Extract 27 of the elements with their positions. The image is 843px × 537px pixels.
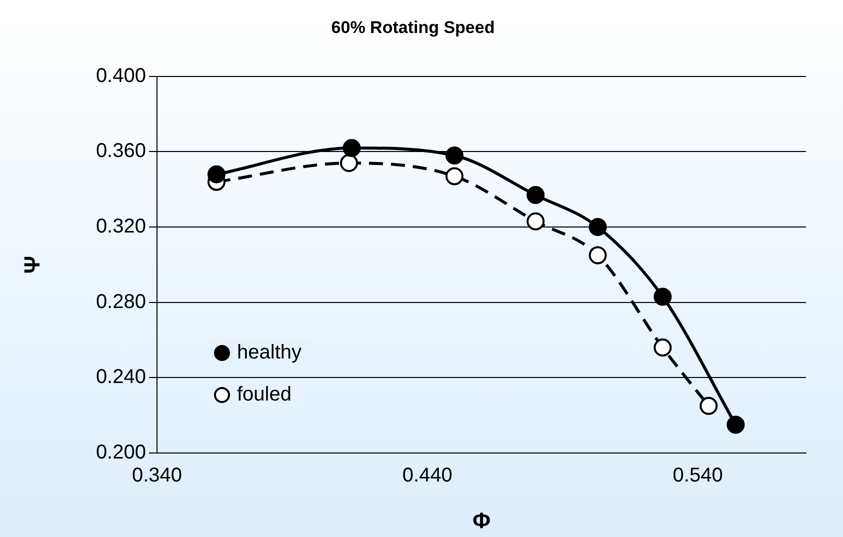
- point: [654, 288, 672, 306]
- point: [342, 138, 361, 157]
- point: [207, 165, 226, 184]
- x-tick-label: 0.540: [672, 464, 723, 487]
- x-tick-label: 0.340: [132, 464, 182, 487]
- point: [654, 338, 672, 357]
- point: [526, 212, 545, 230]
- x-axis-title: Φ: [472, 508, 491, 533]
- y-axis-title: Ψ: [19, 256, 44, 274]
- legend-label: fouled: [237, 384, 292, 406]
- x-tick-label: 0.440: [402, 464, 452, 487]
- point: [445, 167, 464, 186]
- point: [700, 396, 718, 415]
- point: [340, 154, 358, 172]
- point: [726, 416, 745, 434]
- y-tick-label: 0.360: [96, 140, 146, 162]
- y-tick-label: 0.400: [96, 64, 146, 87]
- y-tick-label: 0.320: [96, 216, 146, 238]
- point: [445, 146, 464, 164]
- y-tick-label: 0.200: [96, 442, 146, 464]
- y-tick-label: 0.240: [96, 366, 146, 388]
- chart-title: 60% Rotating Speed: [331, 18, 495, 37]
- legend-label: healthy: [237, 342, 302, 364]
- y-tick-label: 0.280: [96, 290, 146, 313]
- point: [526, 186, 545, 204]
- point: [588, 246, 607, 264]
- point: [588, 218, 607, 236]
